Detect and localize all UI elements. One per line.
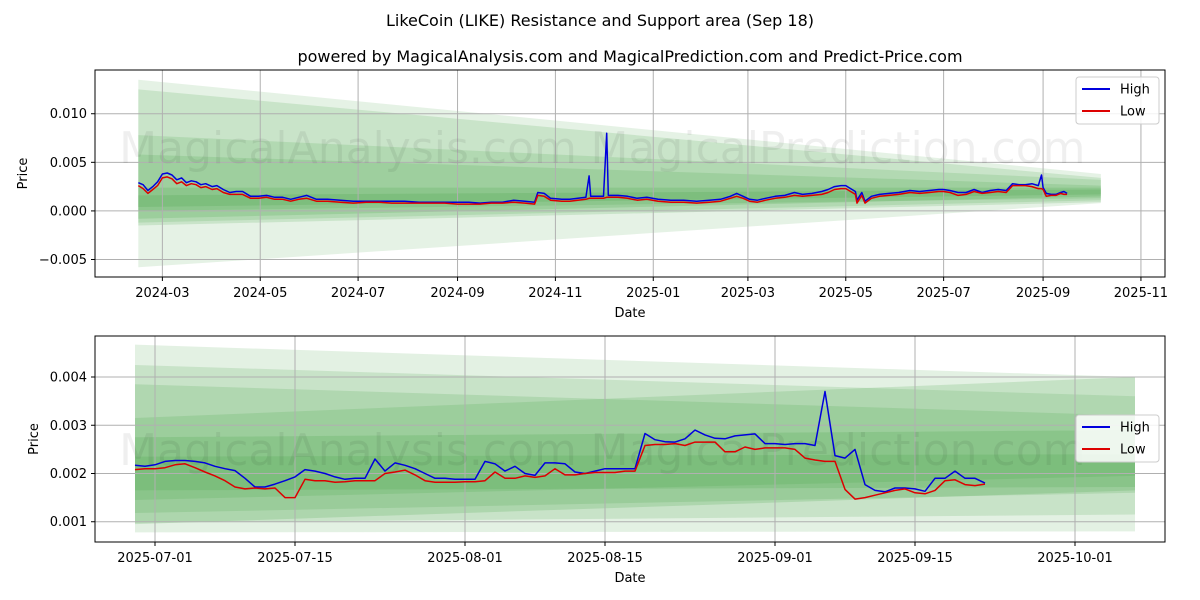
resistance-support-band-2	[138, 89, 1101, 223]
watermark-prediction: MagicalPrediction.com	[591, 123, 1086, 174]
y-tick-label: 0.010	[50, 107, 87, 122]
x-axis-label: Date	[614, 571, 645, 586]
y-tick-label: 0.002	[50, 467, 87, 482]
watermark-prediction: MagicalPrediction.com	[591, 425, 1086, 476]
watermark-analysis: MagicalAnalysis.com	[119, 425, 577, 476]
bottom-panel: 2025-07-01 2025-07-15 2025-08-01 2025-08-15…	[27, 335, 1166, 586]
x-tick-label: 2025-03	[721, 286, 775, 301]
x-tick-label: 2025-10-01	[1037, 551, 1113, 566]
x-tick-label: 2025-07	[916, 286, 970, 301]
x-tick-label: 2025-07-01	[117, 551, 193, 566]
x-tick-label: 2025-01	[626, 286, 680, 301]
y-tick-label: 0.004	[50, 371, 87, 386]
x-axis-label: Date	[614, 306, 645, 321]
chart-title: LikeCoin (LIKE) Resistance and Support a…	[386, 11, 814, 30]
y-axis-label: Price	[27, 423, 42, 455]
resistance-support-band-1	[138, 79, 1101, 268]
x-tick-label: 2025-05	[819, 286, 873, 301]
legend-label-low: Low	[1120, 443, 1146, 458]
series-line-low	[137, 176, 1068, 205]
plot-frame	[94, 69, 1166, 278]
resistance-support-band-2	[135, 364, 1135, 523]
x-tick-label: 2025-09-01	[737, 551, 813, 566]
x-tick-label: 2024-07	[331, 286, 385, 301]
x-tick-label: 2025-11	[1114, 286, 1168, 301]
series-line-low	[134, 441, 986, 500]
legend-label-high: High	[1120, 421, 1150, 436]
resistance-support-band-1	[135, 344, 1135, 533]
resistance-support-band-3	[135, 384, 1135, 514]
y-axis-label: Price	[16, 158, 31, 190]
legend-label-high: High	[1120, 83, 1150, 98]
top-panel: 2024-03 2024-05 2024-07 2024-09 2024-11 2025-…	[16, 69, 1168, 321]
resistance-support-band-4	[135, 377, 1135, 501]
x-tick-label: 2025-08-15	[567, 551, 643, 566]
y-tick-label: 0.001	[50, 515, 87, 530]
x-tick-label: 2025-08-01	[427, 551, 503, 566]
y-tick-label: 0.005	[50, 156, 87, 171]
series-group	[134, 390, 986, 500]
series-line-high	[138, 132, 1068, 204]
x-tick-label: 2024-03	[135, 286, 189, 301]
plot-frame	[94, 335, 1166, 543]
x-tick-label: 2024-05	[233, 286, 287, 301]
watermark-analysis: MagicalAnalysis.com	[119, 123, 577, 174]
series-group	[137, 132, 1068, 205]
resistance-support-band-5	[135, 430, 1135, 491]
chart-subtitle: powered by MagicalAnalysis.com and Magic…	[297, 47, 962, 66]
x-tick-label: 2024-11	[528, 286, 582, 301]
series-line-high	[134, 390, 986, 493]
x-tick-label: 2025-09	[1016, 286, 1070, 301]
x-tick-label: 2024-09	[430, 286, 484, 301]
x-tick-label: 2025-09-15	[877, 551, 953, 566]
y-tick-label: 0.000	[50, 204, 87, 219]
band-group	[135, 344, 1135, 533]
y-tick-label: 0.003	[50, 419, 87, 434]
x-tick-label: 2025-07-15	[257, 551, 333, 566]
y-tick-label: −0.005	[39, 253, 87, 268]
legend-label-low: Low	[1120, 105, 1146, 120]
